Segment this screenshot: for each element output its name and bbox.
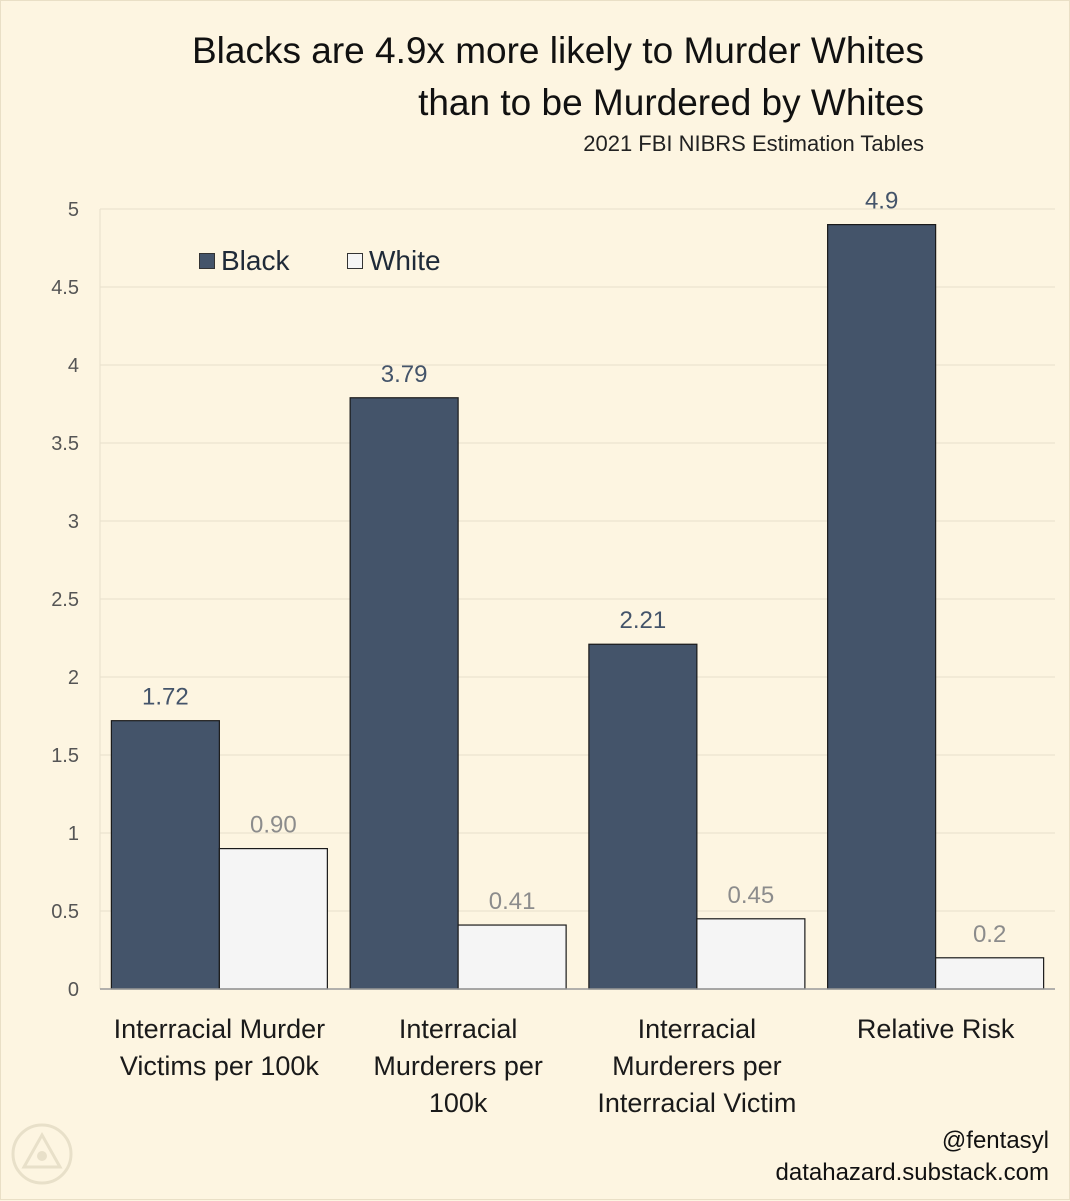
x-category-label: Victims per 100k <box>120 1051 320 1081</box>
value-label: 4.9 <box>865 188 898 215</box>
value-label: 1.72 <box>142 684 189 711</box>
bar-black-2 <box>588 643 698 990</box>
y-tick-label: 3 <box>68 511 79 533</box>
y-axis-ticks: 0 0.5 1 1.5 2 2.5 3 3.5 4 4.5 5 <box>51 199 79 1001</box>
legend-label-black: Black <box>221 245 290 276</box>
legend-item-black: Black <box>199 245 289 277</box>
legend-item-white: White <box>347 245 441 277</box>
x-category-label: Murderers per <box>612 1051 782 1081</box>
y-tick-label: 0.5 <box>51 901 79 923</box>
legend-label-white: White <box>369 245 441 276</box>
credit: @fentasyl datahazard.substack.com <box>776 1125 1049 1189</box>
y-tick-label: 0 <box>68 979 79 1001</box>
y-tick-label: 5 <box>68 199 79 221</box>
x-category-label: Relative Risk <box>857 1014 1015 1044</box>
bar-white-2 <box>696 918 806 990</box>
bar-white-1 <box>457 924 567 990</box>
x-axis-labels: Interracial Murder Victims per 100k Interr… <box>114 1014 1015 1118</box>
value-label: 2.21 <box>620 607 667 634</box>
y-tick-label: 2 <box>68 667 79 689</box>
credit-handle: @fentasyl <box>941 1127 1049 1154</box>
y-tick-label: 3.5 <box>51 433 79 455</box>
legend-swatch-black <box>199 253 215 269</box>
title-line-1: Blacks are 4.9x more likely to Murder Wh… <box>191 30 924 71</box>
bar-black-3 <box>827 224 937 990</box>
x-category-label: Interracial Victim <box>597 1088 796 1118</box>
chart-title: Blacks are 4.9x more likely to Murder Wh… <box>192 25 924 129</box>
legend-swatch-white <box>347 253 363 269</box>
value-label: 0.90 <box>250 812 297 839</box>
value-label: 0.2 <box>973 921 1006 948</box>
value-label: 3.79 <box>381 361 428 388</box>
bar-black-0 <box>110 720 220 990</box>
title-line-2: than to be Murdered by Whites <box>418 82 924 123</box>
x-category-label: Murderers per <box>373 1051 543 1081</box>
x-category-label: Interracial Murder <box>114 1014 326 1044</box>
value-labels: 1.72 0.90 3.79 0.41 2.21 0.45 4.9 0.2 <box>142 188 1006 948</box>
y-tick-label: 4 <box>68 355 79 377</box>
y-tick-label: 4.5 <box>51 277 79 299</box>
credit-site: datahazard.substack.com <box>775 1159 1049 1186</box>
x-category-label: 100k <box>429 1088 488 1118</box>
x-category-label: Interracial <box>399 1014 518 1044</box>
chart-subtitle: 2021 FBI NIBRS Estimation Tables <box>583 131 924 156</box>
bar-white-0 <box>218 847 328 990</box>
logo-watermark <box>11 1123 73 1185</box>
x-category-label: Interracial <box>638 1014 757 1044</box>
value-label: 0.41 <box>489 888 536 915</box>
y-tick-label: 1.5 <box>51 745 79 767</box>
bar-black-1 <box>349 397 459 990</box>
bars <box>110 224 1045 990</box>
y-tick-label: 2.5 <box>51 589 79 611</box>
bar-white-3 <box>935 957 1045 990</box>
value-label: 0.45 <box>728 882 775 909</box>
y-tick-label: 1 <box>68 823 79 845</box>
